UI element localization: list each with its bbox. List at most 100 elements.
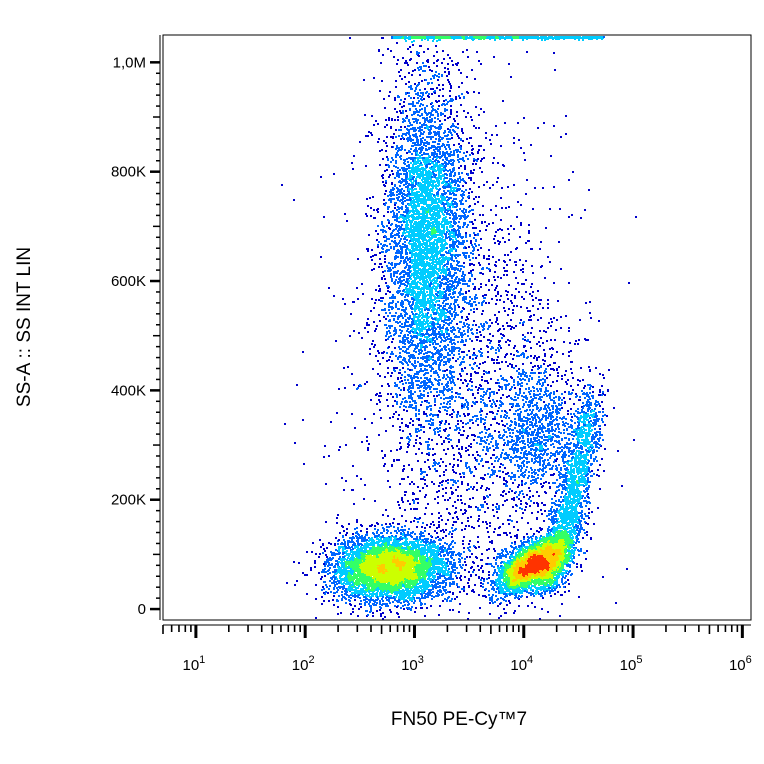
event-point — [326, 556, 328, 558]
event-point — [422, 544, 424, 546]
event-point — [460, 553, 462, 555]
event-point — [423, 586, 425, 588]
event-point — [332, 571, 334, 573]
event-point — [331, 558, 333, 560]
event-point — [424, 527, 426, 529]
event-point — [352, 544, 354, 546]
event-point — [420, 587, 422, 589]
event-point — [377, 590, 379, 592]
event-point — [416, 569, 418, 571]
event-point — [399, 594, 401, 596]
event-point — [380, 583, 382, 585]
event-point — [419, 582, 421, 584]
event-point — [453, 551, 455, 553]
event-point — [414, 546, 416, 548]
event-point — [346, 550, 348, 552]
event-point — [464, 569, 466, 571]
event-point — [420, 535, 422, 537]
event-point — [332, 599, 334, 601]
event-point — [364, 553, 366, 555]
event-point — [466, 556, 468, 558]
event-point — [400, 575, 402, 577]
event-point — [339, 532, 341, 534]
event-point — [375, 566, 377, 568]
event-point — [449, 591, 451, 593]
event-point — [400, 577, 402, 579]
event-point — [325, 521, 327, 523]
event-point — [408, 595, 410, 597]
event-point — [372, 582, 374, 584]
event-point — [432, 549, 434, 551]
event-point — [437, 576, 439, 578]
event-point — [352, 611, 354, 613]
event-point — [410, 555, 412, 557]
event-point — [398, 550, 400, 552]
event-point — [346, 591, 348, 593]
event-point — [389, 595, 391, 597]
event-point — [401, 579, 403, 581]
event-point — [386, 584, 388, 586]
event-point — [321, 571, 323, 573]
event-point — [339, 570, 341, 572]
event-point — [413, 574, 415, 576]
event-point — [447, 558, 449, 560]
event-point — [353, 552, 355, 554]
event-point — [402, 589, 404, 591]
event-point — [320, 546, 322, 548]
event-point — [392, 559, 394, 561]
event-point — [416, 558, 418, 560]
event-point — [388, 539, 390, 541]
event-point — [374, 575, 376, 577]
event-point — [388, 561, 390, 563]
event-point — [349, 553, 351, 555]
event-point — [358, 585, 360, 587]
event-point — [421, 548, 423, 550]
event-point — [476, 557, 478, 559]
event-point — [322, 544, 324, 546]
event-point — [352, 548, 354, 550]
event-point — [360, 603, 362, 605]
event-point — [371, 549, 373, 551]
event-point — [357, 539, 359, 541]
event-point — [384, 585, 386, 587]
event-point — [311, 551, 313, 553]
event-point — [355, 588, 357, 590]
event-point — [329, 572, 331, 574]
event-point — [375, 586, 377, 588]
event-point — [324, 593, 326, 595]
event-point — [345, 578, 347, 580]
event-point — [333, 575, 335, 577]
event-point — [380, 545, 382, 547]
event-point — [393, 544, 395, 546]
event-point — [391, 555, 393, 557]
event-point — [324, 561, 326, 563]
event-point — [389, 609, 391, 611]
event-point — [363, 547, 365, 549]
event-point — [442, 587, 444, 589]
event-point — [339, 572, 341, 574]
event-point — [368, 578, 370, 580]
event-point — [469, 556, 471, 558]
event-point — [448, 546, 450, 548]
event-point — [386, 529, 388, 531]
event-point — [404, 554, 406, 556]
event-point — [359, 536, 361, 538]
event-point — [382, 514, 384, 516]
event-point — [382, 594, 384, 596]
event-point — [323, 548, 325, 550]
event-point — [364, 572, 366, 574]
event-point — [357, 587, 359, 589]
event-point — [335, 537, 337, 539]
event-point — [343, 569, 345, 571]
event-point — [402, 605, 404, 607]
event-point — [451, 583, 453, 585]
event-point — [351, 592, 353, 594]
event-point — [356, 537, 358, 539]
event-point — [428, 573, 430, 575]
event-point — [419, 585, 421, 587]
event-point — [416, 537, 418, 539]
event-point — [383, 530, 385, 532]
event-point — [369, 605, 371, 607]
event-point — [418, 570, 420, 572]
event-point — [452, 578, 454, 580]
